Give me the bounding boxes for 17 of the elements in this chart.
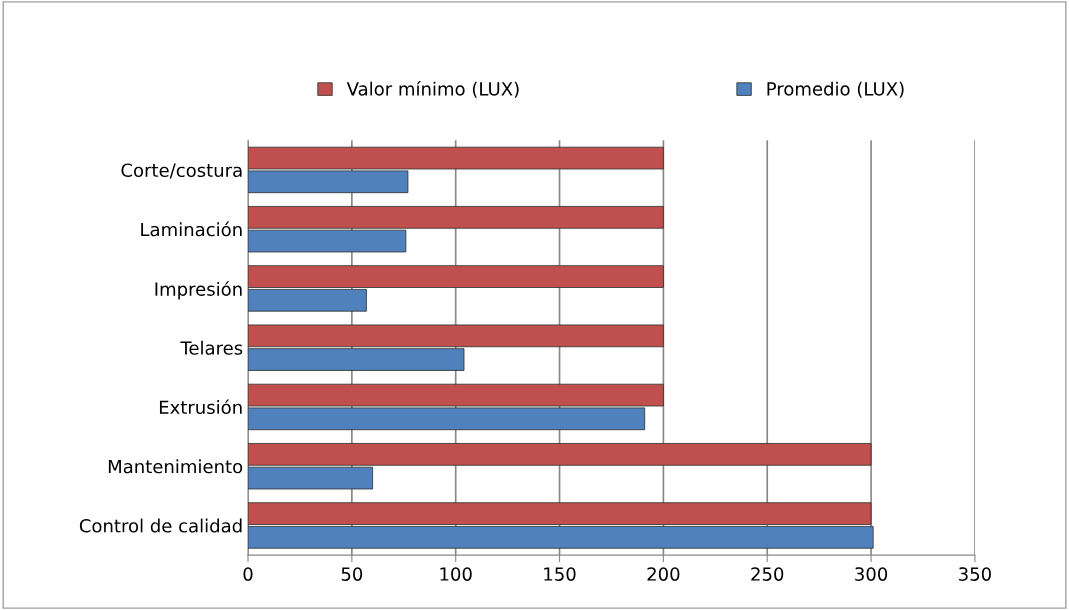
- y-tick-label: Telares: [180, 340, 243, 355]
- legend-label: Promedio (LUX): [767, 81, 904, 98]
- x-tick-label: 250: [751, 567, 784, 581]
- y-tick-label: Laminación: [141, 221, 242, 237]
- y-tick-label: Mantenimiento: [108, 459, 243, 474]
- legend-label: Valor mínimo (LUX): [346, 80, 519, 98]
- x-tick-label: 50: [341, 567, 363, 581]
- y-tick-label: Control de calidad: [79, 518, 242, 533]
- x-tick-label: 100: [440, 567, 472, 581]
- y-tick-label: Impresión: [155, 281, 242, 300]
- x-tick-label: 150: [544, 567, 576, 581]
- y-tick-label: Extrusión: [159, 399, 242, 415]
- x-tick-label: 350: [959, 567, 991, 581]
- x-tick-label: 300: [855, 567, 888, 581]
- x-tick-label: 200: [647, 567, 680, 581]
- x-tick-label: 0: [243, 567, 253, 581]
- y-tick-label: Corte/costura: [121, 163, 242, 179]
